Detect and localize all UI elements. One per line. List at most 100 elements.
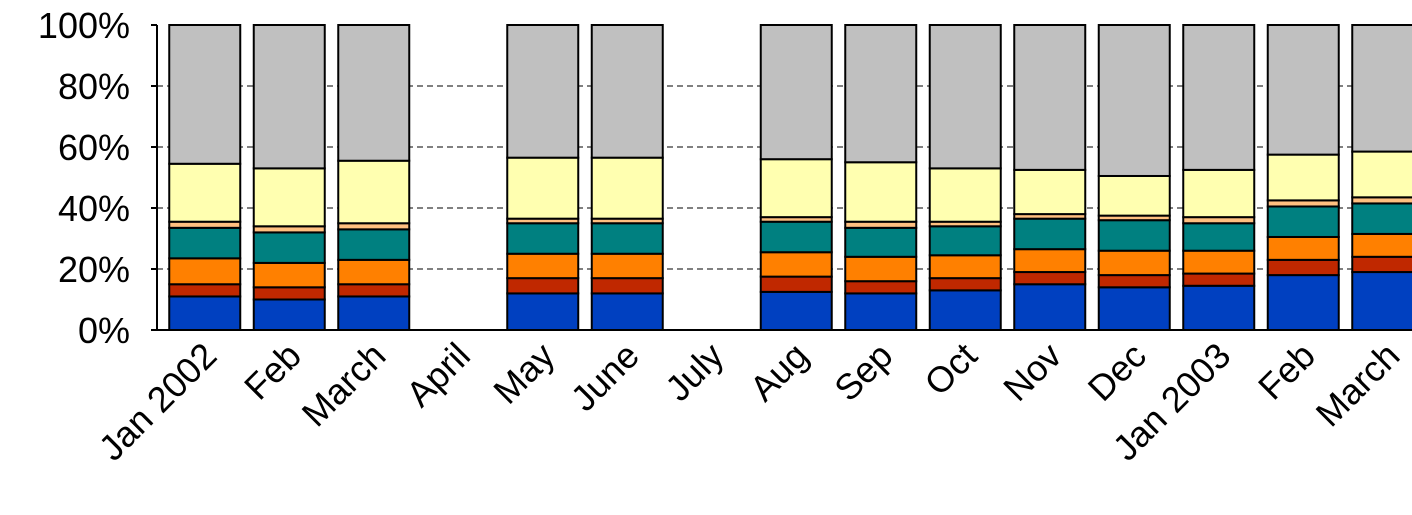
bar-segment	[590, 222, 664, 255]
bar-segment	[337, 228, 411, 261]
bar-segment	[1097, 24, 1171, 177]
bar-segment	[1351, 271, 1412, 331]
axes	[151, 24, 1412, 331]
x-tick-label: Jan 2002	[91, 335, 225, 469]
bar-segment	[168, 295, 242, 332]
bar-segment	[759, 220, 833, 254]
bar-segment	[1351, 232, 1412, 258]
bar-segment	[506, 277, 580, 295]
x-tick-label: March	[294, 335, 394, 435]
bar-segment	[928, 277, 1002, 292]
bar-segment	[1097, 274, 1171, 289]
bar-segment	[337, 159, 411, 225]
bar-segment	[168, 162, 242, 223]
bar-segment	[506, 252, 580, 280]
x-tick-label: July	[657, 335, 731, 409]
bar-segment	[844, 292, 918, 331]
bar-segment	[252, 231, 326, 264]
x-tick-label: Dec	[1080, 335, 1154, 409]
bar-segment	[1182, 222, 1256, 252]
bar-segment	[252, 167, 326, 228]
y-tick-label: 60%	[58, 127, 130, 168]
bar-segment	[590, 277, 664, 295]
x-tick-label: Oct	[916, 335, 985, 404]
x-tick-label: Aug	[742, 335, 816, 409]
x-tick-label: March	[1308, 335, 1408, 435]
bar-segment	[928, 167, 1002, 223]
bar-segment	[1351, 255, 1412, 274]
x-tick-label: April	[398, 335, 478, 415]
bar-segment	[1266, 235, 1340, 261]
bar-segment	[1266, 153, 1340, 202]
bar-segment	[928, 254, 1002, 280]
bar-segment	[844, 161, 918, 223]
bar-segment	[1182, 284, 1256, 331]
y-tick-label: 100%	[38, 5, 130, 46]
bar-segment	[759, 251, 833, 278]
bar-segment	[1182, 24, 1256, 171]
bar-segment	[337, 258, 411, 286]
bar-segment	[1013, 24, 1087, 171]
bar-segment	[590, 156, 664, 220]
bar-segment	[337, 295, 411, 332]
bar-segment	[1013, 217, 1087, 251]
bar-segment	[844, 255, 918, 283]
bar-segment	[1182, 168, 1256, 219]
bar-segment	[1013, 271, 1087, 286]
bar-segment	[506, 156, 580, 220]
bar-segment	[168, 24, 242, 165]
bar-segment	[759, 275, 833, 293]
bar-segment	[759, 290, 833, 331]
x-tick-label: June	[563, 335, 647, 419]
bar-segment	[506, 292, 580, 331]
bar-segment	[337, 283, 411, 298]
bar-segment	[1097, 249, 1171, 277]
bar-segment	[928, 225, 1002, 257]
bar-segment	[1351, 24, 1412, 153]
bar-segment	[168, 226, 242, 260]
x-tick-label: Feb	[236, 335, 309, 408]
y-tick-label: 20%	[58, 249, 130, 290]
bar-segment	[1097, 219, 1171, 252]
bar-segment	[168, 283, 242, 298]
bar-segment	[252, 298, 326, 331]
bar-segment	[1013, 168, 1087, 216]
bar-segment	[590, 24, 664, 159]
bar-segment	[252, 261, 326, 289]
bar-segment	[1266, 274, 1340, 332]
bar-segment	[844, 24, 918, 164]
bar-segment	[759, 24, 833, 161]
bar-segment	[1097, 286, 1171, 331]
bar-segment	[252, 286, 326, 301]
bar-segment	[844, 280, 918, 295]
bar-segment	[337, 24, 411, 162]
bar-segment	[928, 24, 1002, 170]
y-tick-label: 80%	[58, 66, 130, 107]
x-tick-label: Feb	[1250, 335, 1323, 408]
bar-segment	[1266, 258, 1340, 277]
bar-segment	[590, 292, 664, 331]
bar-segment	[1266, 24, 1340, 156]
bar-segment	[759, 158, 833, 219]
bar-segment	[506, 24, 580, 159]
bar-segment	[1351, 202, 1412, 235]
bar-segment	[1097, 174, 1171, 217]
y-tick-label: 0%	[78, 310, 130, 351]
bar-segment	[590, 252, 664, 280]
bar-segment	[1266, 205, 1340, 238]
bar-segment	[506, 222, 580, 255]
x-tick-label: May	[485, 335, 562, 412]
bar-segment	[844, 226, 918, 258]
x-tick-label: Nov	[995, 335, 1069, 409]
y-tick-label: 40%	[58, 188, 130, 229]
bar-segment	[1013, 248, 1087, 274]
y-tick-labels: 0% 20% 40% 60% 80% 100%	[38, 5, 130, 351]
bar-segment	[1351, 150, 1412, 199]
bar-segment	[252, 24, 326, 170]
bar-segment	[928, 289, 1002, 332]
bar-segment	[1182, 249, 1256, 275]
bar-segment	[1013, 283, 1087, 331]
bar-segment	[1182, 272, 1256, 287]
